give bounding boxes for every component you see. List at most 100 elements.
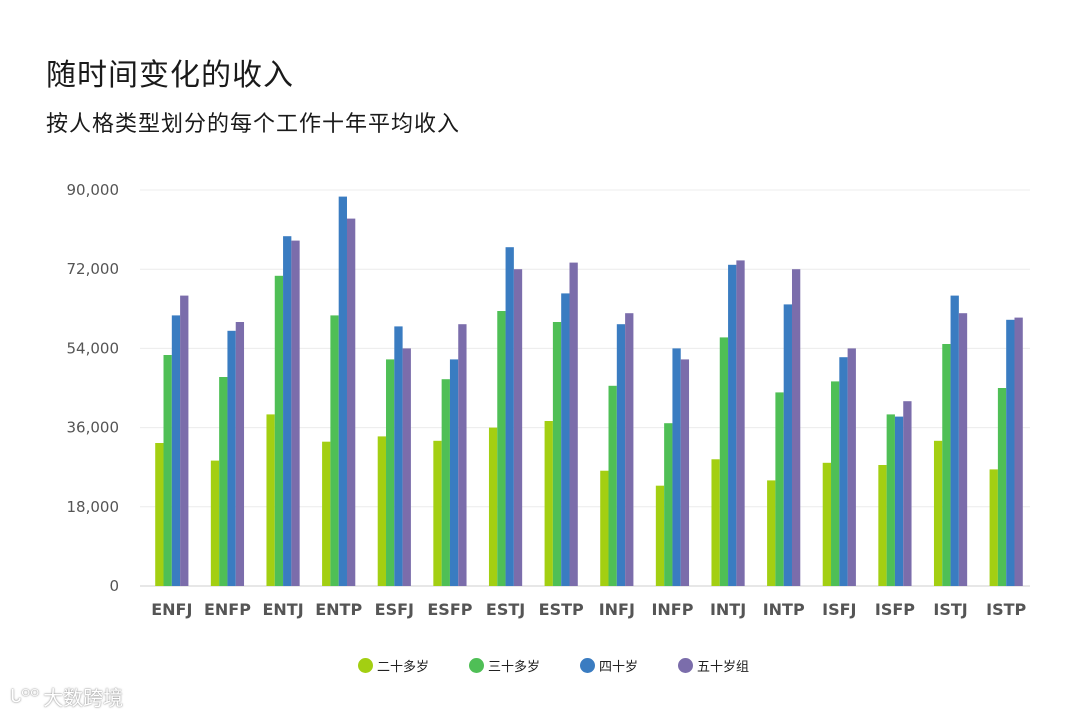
bar <box>163 355 172 586</box>
legend-label: 四十岁 <box>599 660 639 675</box>
bar <box>497 311 506 586</box>
legend-label: 三十多岁 <box>488 660 541 675</box>
bar <box>672 348 681 586</box>
legend-swatch <box>469 658 485 673</box>
legend-item: 三十多岁 <box>469 656 540 675</box>
bar-chart: 0 18,000 36,000 54,000 72,000 90,000 ENFJ ENFP… <box>67 181 1030 619</box>
legend-item: 二十多岁 <box>358 656 429 675</box>
x-tick-label: ENFP <box>204 600 251 619</box>
bar <box>767 480 776 586</box>
bar <box>488 427 498 586</box>
x-tick-label: ENTP <box>315 600 362 619</box>
bar <box>728 264 737 586</box>
bar <box>1014 317 1023 586</box>
bar <box>274 275 284 586</box>
x-tick-label: ESFP <box>427 600 472 619</box>
bar <box>958 313 968 586</box>
bar <box>719 337 729 586</box>
bar <box>210 460 220 586</box>
bar <box>711 459 720 586</box>
bar <box>330 315 339 586</box>
bar <box>235 322 245 586</box>
bar <box>783 304 792 586</box>
bar <box>338 196 347 586</box>
chart-subtitle: 按人格类型划分的每个工作十年平均收入 <box>46 112 461 137</box>
bar <box>886 414 895 586</box>
x-tick-label: ISFJ <box>822 600 856 619</box>
bar <box>394 326 403 586</box>
bar <box>655 485 665 586</box>
bar <box>433 440 442 586</box>
bar <box>831 381 840 586</box>
bar <box>878 465 887 586</box>
watermark: ᒐᴼᴼ 大数跨境 <box>10 682 123 711</box>
y-tick-label: 54,000 <box>67 339 120 357</box>
bar <box>552 322 562 586</box>
bar <box>625 313 634 586</box>
x-tick-label: INTP <box>763 600 805 619</box>
x-tick-label: ESTJ <box>486 600 525 619</box>
legend-label: 五十岁组 <box>697 660 750 675</box>
bar <box>266 414 275 586</box>
watermark-logo-icon: ᒐᴼᴼ <box>10 686 40 707</box>
bar <box>386 359 395 586</box>
bar <box>847 348 856 586</box>
bar <box>569 262 578 586</box>
bar <box>513 269 523 586</box>
bar <box>942 344 951 586</box>
bar <box>894 416 904 586</box>
y-tick-label: 72,000 <box>67 260 120 278</box>
x-tick-label: ENFJ <box>151 600 192 619</box>
bar <box>180 295 189 586</box>
bar <box>608 385 617 586</box>
bar <box>402 348 411 586</box>
y-tick-label: 90,000 <box>67 181 120 199</box>
bar <box>1006 319 1015 586</box>
bar <box>291 240 300 586</box>
bar <box>989 469 998 586</box>
bar <box>822 462 832 586</box>
bar <box>997 388 1007 586</box>
bar <box>736 260 745 586</box>
x-tick-label: ENTJ <box>262 600 303 619</box>
bar <box>322 441 331 586</box>
y-tick-label: 0 <box>109 577 119 595</box>
bar <box>505 247 514 586</box>
x-tick-label: INFP <box>651 600 693 619</box>
chart-title: 随时间变化的收入 <box>46 58 294 93</box>
bar <box>664 423 673 586</box>
bar <box>227 330 236 586</box>
x-tick-label: INTJ <box>710 600 746 619</box>
x-tick-label: ESFJ <box>375 600 414 619</box>
legend-item: 四十岁 <box>580 656 638 675</box>
x-tick-label: ESTP <box>539 600 584 619</box>
bar <box>441 379 450 586</box>
legend-swatch <box>358 658 373 673</box>
bar <box>950 295 959 586</box>
bar <box>219 377 228 586</box>
y-tick-label: 36,000 <box>67 419 120 437</box>
bar <box>544 421 553 586</box>
bar <box>791 269 801 586</box>
bar <box>775 392 784 586</box>
bar <box>171 315 181 586</box>
legend-swatch <box>580 658 596 673</box>
bar <box>377 436 387 586</box>
bar <box>680 359 690 586</box>
legend-label: 二十多岁 <box>377 660 430 675</box>
x-tick-label: ISFP <box>875 600 915 619</box>
x-tick-label: INFJ <box>599 600 635 619</box>
legend-swatch <box>678 658 694 673</box>
x-tick-label: ISTJ <box>933 600 967 619</box>
bar <box>346 218 356 586</box>
bar <box>283 236 292 586</box>
bar <box>561 293 570 586</box>
legend-item: 五十岁组 <box>678 656 749 675</box>
watermark-text: 大数跨境 <box>43 686 124 710</box>
bar <box>600 470 609 586</box>
bar <box>933 440 943 586</box>
bar <box>155 443 164 586</box>
bar <box>903 401 912 586</box>
bar <box>839 357 848 586</box>
chart-legend: 二十多岁 三十多岁 四十岁 五十岁组 <box>358 656 749 675</box>
